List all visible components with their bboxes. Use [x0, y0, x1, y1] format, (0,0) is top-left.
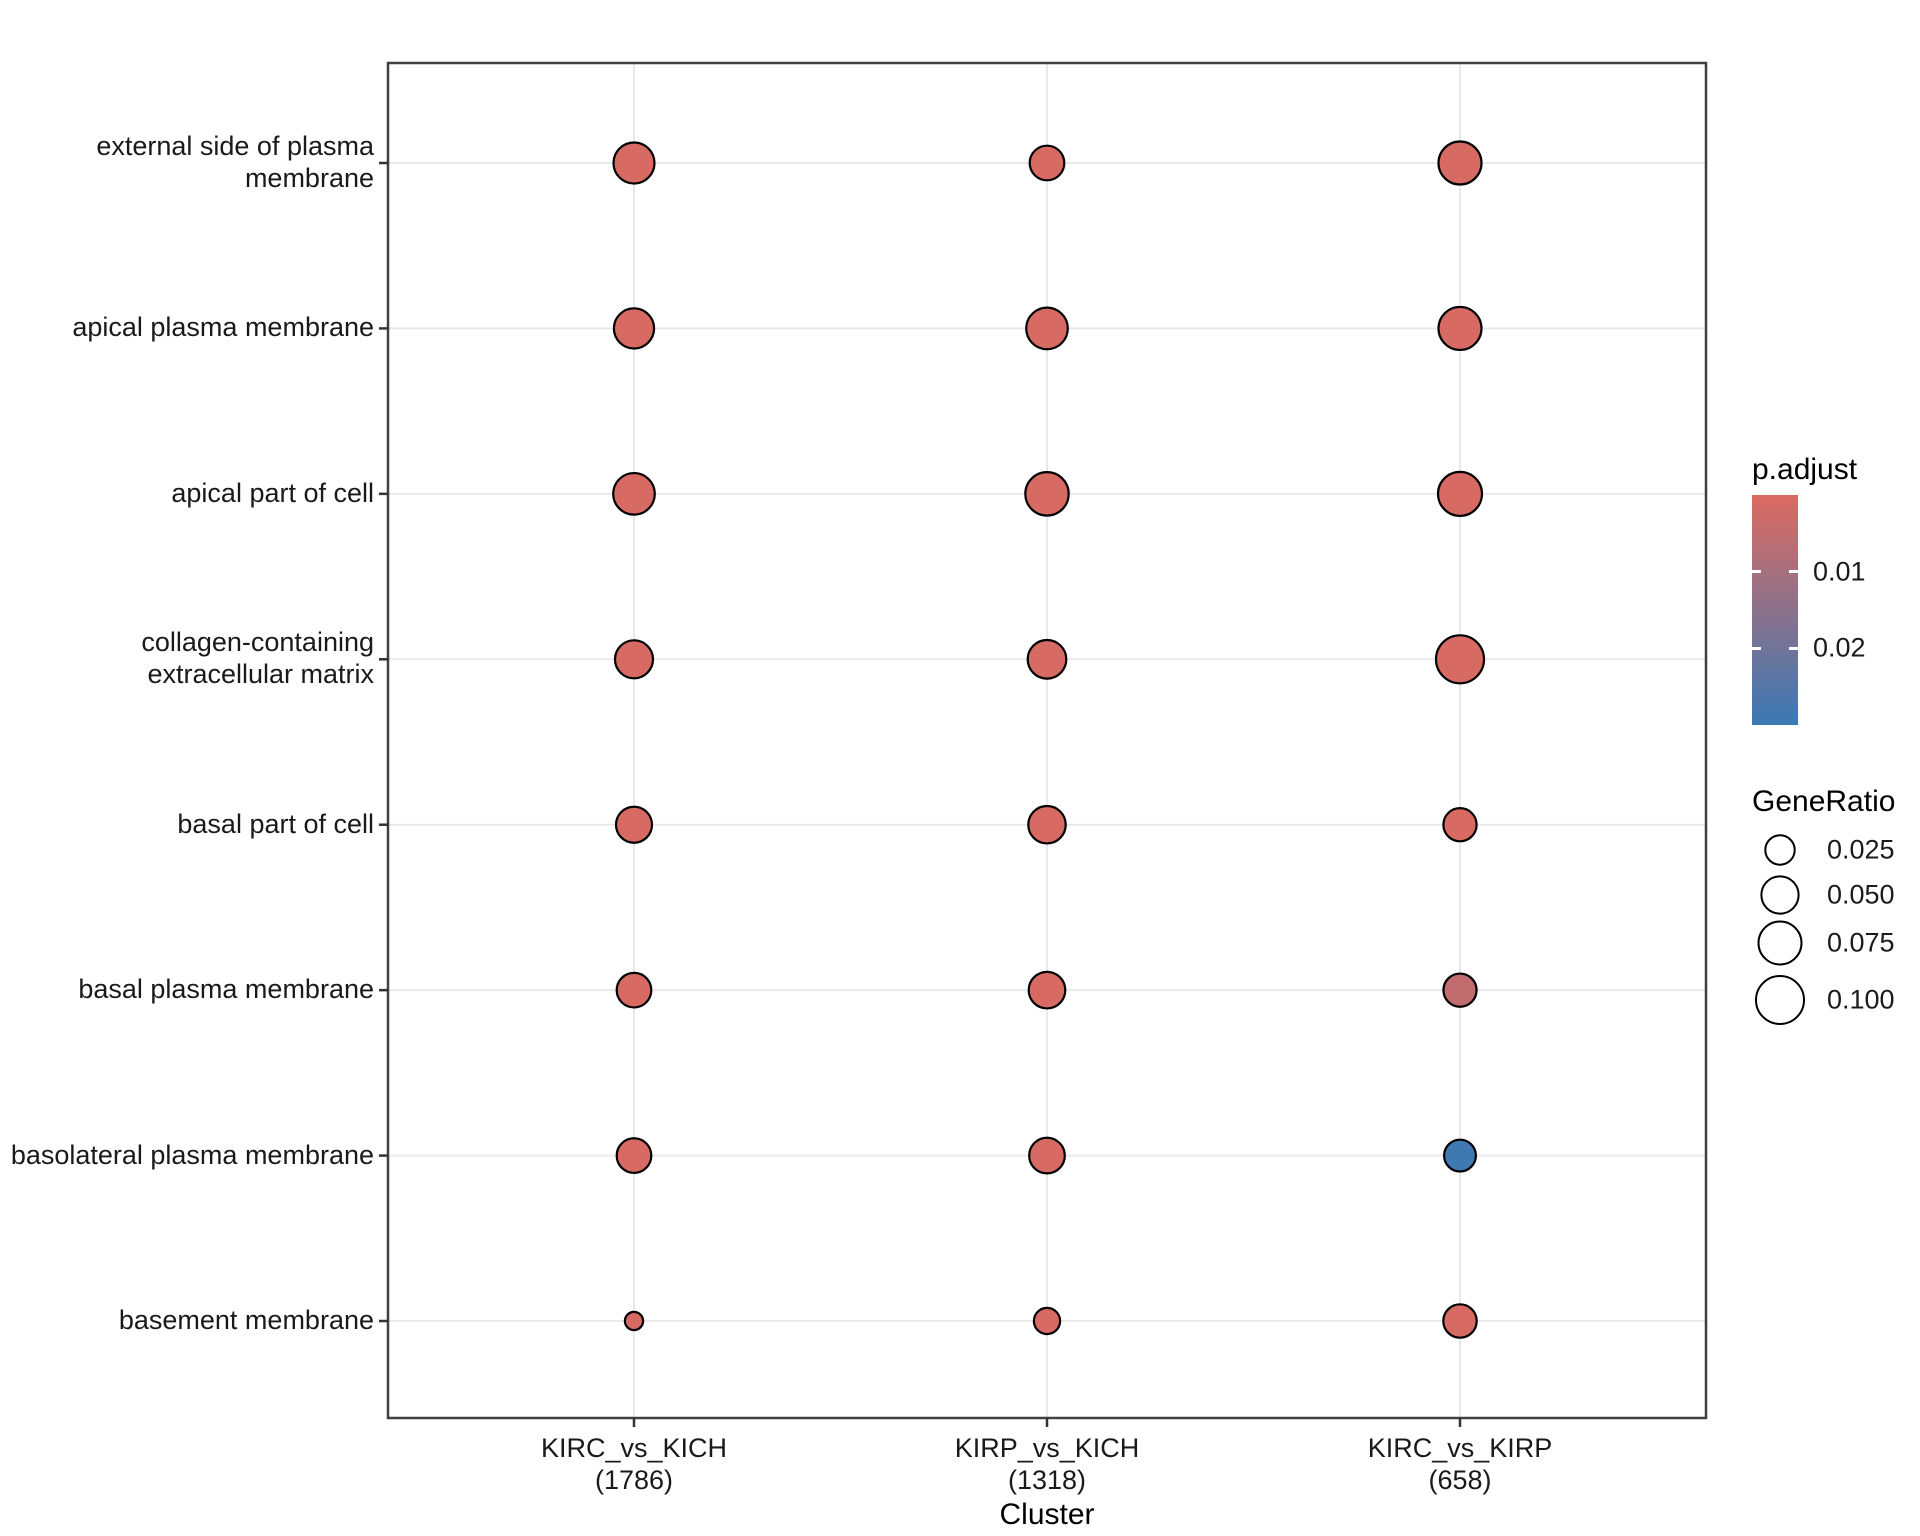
- gene-ratio-size-label: 0.100: [1827, 984, 1895, 1015]
- data-dot: [1028, 144, 1066, 182]
- y-axis-label: basal plasma membrane: [78, 974, 374, 1005]
- p-adjust-colorbar: [1752, 495, 1798, 725]
- y-axis-label: apical part of cell: [171, 477, 374, 508]
- data-dot: [613, 639, 655, 680]
- p-adjust-tick-label: 0.02: [1813, 632, 1866, 663]
- y-axis-label: basal part of cell: [177, 808, 374, 839]
- data-dot: [1442, 807, 1478, 843]
- y-axis-label: basolateral plasma membrane: [10, 1139, 374, 1170]
- data-dot: [1442, 1138, 1477, 1173]
- data-dot: [612, 471, 656, 516]
- colorbar-tick-mark: [1752, 570, 1761, 574]
- x-axis-label-kirc-vs-kirp: KIRC_vs_KIRP (658): [1368, 1432, 1553, 1496]
- y-axis-label: apical plasma membrane: [72, 312, 374, 343]
- cluster-count: (1318): [1007, 1465, 1087, 1495]
- data-dot: [1434, 634, 1486, 685]
- cluster-name: KIRC_vs_KIRP: [1367, 1433, 1553, 1463]
- colorbar-tick-mark: [1789, 570, 1798, 574]
- y-axis-label: basement membrane: [118, 1305, 374, 1336]
- cluster-count: (1786): [594, 1465, 674, 1495]
- data-dot: [615, 1137, 653, 1174]
- data-dot: [1032, 1306, 1062, 1336]
- gene-ratio-size-label: 0.075: [1827, 927, 1895, 958]
- cluster-count: (658): [1428, 1465, 1492, 1495]
- y-axis-label: collagen-containing extracellular matrix: [141, 627, 374, 690]
- data-dot: [623, 1310, 645, 1332]
- gene-ratio-legend-circle: [1764, 834, 1796, 866]
- data-dot: [1436, 470, 1484, 517]
- data-dot: [1442, 1303, 1478, 1339]
- data-dot: [612, 307, 656, 350]
- gene-ratio-size-label: 0.025: [1827, 834, 1895, 865]
- data-dot: [612, 141, 656, 185]
- x-axis-label-kirp-vs-kich: KIRP_vs_KICH (1318): [955, 1432, 1140, 1496]
- data-dot: [1437, 140, 1483, 186]
- x-axis-title: Cluster: [999, 1498, 1095, 1531]
- colorbar-tick-mark: [1789, 646, 1798, 650]
- gene-ratio-legend-title: GeneRatio: [1752, 785, 1896, 818]
- colorbar-tick-mark: [1752, 646, 1761, 650]
- data-dot: [1028, 1136, 1066, 1175]
- x-axis-label-kirc-vs-kich: KIRC_vs_KICH (1786): [541, 1432, 727, 1496]
- gene-ratio-legend-circle: [1757, 920, 1803, 966]
- gene-ratio-size-label: 0.050: [1827, 879, 1895, 910]
- data-dot: [1442, 972, 1478, 1008]
- data-dot: [1027, 804, 1067, 845]
- p-adjust-legend-title: p.adjust: [1752, 453, 1858, 486]
- gene-ratio-legend-circle: [1760, 875, 1800, 915]
- data-dot: [1024, 471, 1070, 517]
- data-dot: [614, 805, 654, 844]
- p-adjust-tick-label: 0.01: [1813, 556, 1866, 587]
- data-dot: [615, 971, 653, 1009]
- data-dot: [1026, 638, 1068, 680]
- gene-ratio-legend-circle: [1755, 975, 1805, 1025]
- data-dot: [1437, 305, 1483, 352]
- data-dot: [1027, 970, 1067, 1010]
- cluster-name: KIRC_vs_KICH: [540, 1433, 728, 1463]
- cluster-name: KIRP_vs_KICH: [954, 1433, 1140, 1463]
- y-axis-label: external side of plasma membrane: [96, 131, 374, 193]
- data-dot: [1025, 306, 1069, 351]
